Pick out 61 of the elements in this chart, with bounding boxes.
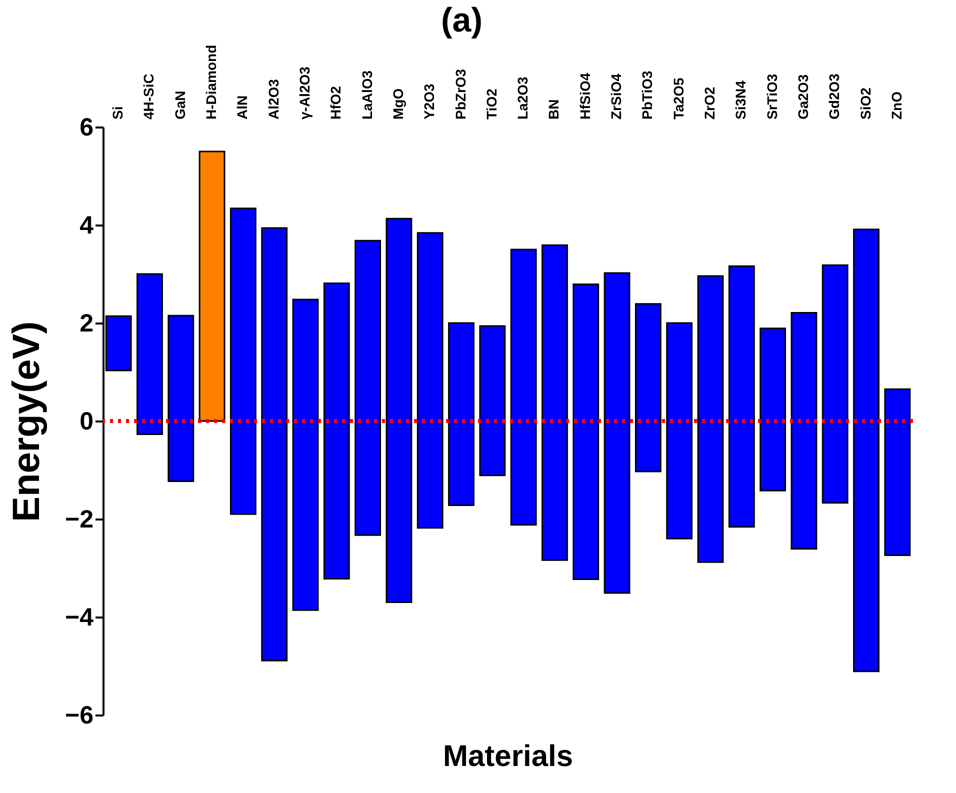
x-tick-label: Gd2O3 [826, 73, 842, 120]
x-tick-label: HfSiO4 [576, 72, 593, 120]
bar [666, 322, 693, 540]
y-tick-label: 6 [80, 114, 94, 142]
x-tick-label: SrTiO3 [764, 74, 780, 120]
x-tick-label: Y2O3 [421, 83, 438, 120]
bar [604, 272, 630, 594]
bar [884, 388, 911, 556]
x-tick-label: PbZrO3 [452, 68, 468, 120]
bar [822, 264, 848, 504]
x-tick-label: BN [546, 99, 562, 120]
x-tick-label: Al2O3 [265, 78, 282, 120]
x-tick-label: Ta2O5 [670, 78, 686, 120]
x-tick-label: ZrSiO4 [608, 73, 624, 120]
bar [572, 284, 600, 580]
bar [479, 325, 506, 476]
y-tick-label: −6 [64, 702, 94, 730]
bar [634, 303, 662, 472]
x-tick-label: ZrO2 [702, 86, 718, 120]
x-tick-label: Ga2O3 [794, 74, 811, 120]
y-axis-title: Energy(eV) [6, 321, 48, 522]
x-tick-label: PbTiO3 [639, 70, 656, 120]
bar [728, 265, 755, 528]
chart-title: (a) [440, 1, 483, 40]
bar [198, 150, 226, 422]
bar [261, 227, 288, 662]
bar [853, 228, 880, 672]
bar [323, 282, 350, 580]
y-tick-label: 2 [80, 310, 94, 338]
x-tick-label: 4H-SiC [140, 74, 157, 120]
bar [136, 273, 163, 435]
bar [230, 208, 256, 515]
bar [510, 248, 537, 526]
x-tick-label: γ-Al2O3 [296, 66, 312, 120]
x-tick-label: La2O3 [514, 76, 531, 120]
bar [760, 328, 786, 492]
x-tick-label: MgO [390, 88, 406, 120]
y-tick-label: 0 [80, 408, 94, 436]
bar [416, 232, 444, 529]
bar [292, 298, 319, 611]
x-tick-label: LaAlO3 [358, 70, 375, 120]
x-tick-label: Si [110, 106, 126, 120]
y-tick-label: −4 [64, 604, 94, 632]
bar [168, 314, 194, 482]
x-tick-label: SiO2 [857, 87, 874, 120]
y-tick-label: −2 [64, 506, 94, 534]
x-tick-label: Si3N4 [732, 80, 749, 120]
y-tick-label: 4 [80, 212, 94, 240]
x-tick-label: HfO2 [328, 86, 344, 120]
x-tick-label: TiO2 [483, 88, 500, 120]
x-axis-title: Materials [442, 740, 574, 773]
bar [448, 322, 474, 506]
bar [697, 275, 724, 563]
x-tick-label: AlN [234, 95, 250, 120]
x-tick-label: H-Diamond [203, 44, 220, 120]
bar [386, 218, 412, 604]
x-tick-label: GaN [172, 90, 188, 120]
bar [790, 312, 818, 550]
bar [542, 244, 568, 561]
bar [354, 240, 382, 536]
x-tick-label: ZnO [888, 91, 904, 120]
